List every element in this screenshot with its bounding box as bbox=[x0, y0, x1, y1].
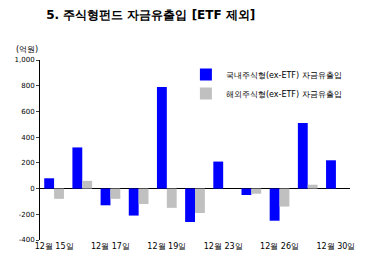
svg-text:0: 0 bbox=[30, 185, 34, 193]
svg-text:200: 200 bbox=[21, 159, 34, 167]
svg-text:-200: -200 bbox=[19, 211, 35, 219]
svg-text:해외주식형(ex-ETF) 자금유출입: 해외주식형(ex-ETF) 자금유출입 bbox=[226, 90, 342, 99]
svg-text:12월 23일: 12월 23일 bbox=[204, 242, 243, 251]
svg-text:12월 30일: 12월 30일 bbox=[316, 242, 355, 251]
svg-text:-400: -400 bbox=[19, 236, 35, 244]
svg-text:12월 26일: 12월 26일 bbox=[260, 242, 299, 251]
svg-text:(억원): (억원) bbox=[16, 45, 38, 54]
svg-text:400: 400 bbox=[21, 134, 34, 142]
svg-text:800: 800 bbox=[21, 82, 34, 90]
svg-text:국내주식형(ex-ETF) 자금유출입: 국내주식형(ex-ETF) 자금유출입 bbox=[226, 71, 342, 80]
svg-text:1,000: 1,000 bbox=[15, 56, 35, 64]
svg-text:5. 주식형펀드 자금유출입 [ETF 제외]: 5. 주식형펀드 자금유출입 [ETF 제외] bbox=[46, 8, 255, 22]
svg-text:12월 17일: 12월 17일 bbox=[91, 242, 130, 251]
svg-text:600: 600 bbox=[21, 108, 34, 116]
svg-text:12월 15일: 12월 15일 bbox=[35, 242, 74, 251]
svg-text:12월 19일: 12월 19일 bbox=[147, 242, 186, 251]
